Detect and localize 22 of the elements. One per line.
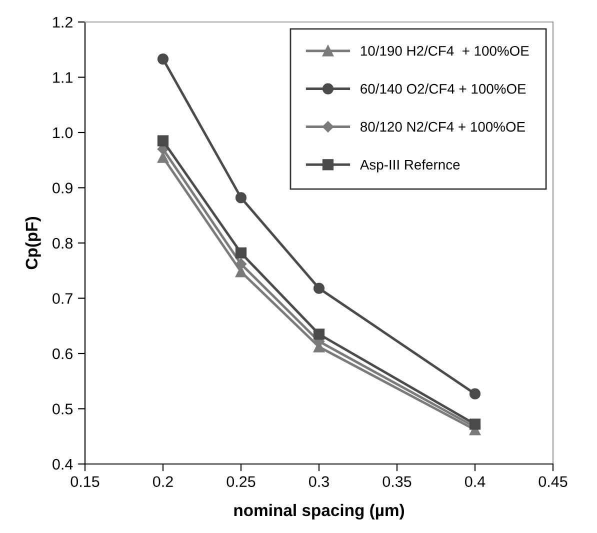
x-tick-label: 0.2 [152,476,173,488]
legend-label: Asp-III Refernce [360,159,460,172]
y-tick-label: 0.8 [52,238,73,249]
y-tick-label: 0.7 [52,293,72,304]
legend-label: 10/190 H2/CF4 + 100%OE [360,46,529,56]
x-tick-label: 0.25 [226,476,256,488]
y-tick-label: 1.1 [53,72,72,83]
x-tick-label: 0.3 [308,476,329,488]
y-tick-label: 0.6 [52,348,73,360]
y-tick-label: 0.5 [52,404,73,414]
x-axis-title: nominal spacing (µm) [234,504,404,520]
legend-label: 80/120 N2/CF4 + 100%OE [360,122,525,132]
y-tick-label: 0.9 [52,182,72,194]
x-tick-label: 0.35 [382,476,412,488]
y-tick-label: 1.0 [53,127,73,138]
x-tick-label: 0.15 [70,476,100,488]
y-axis-title: Cp(pF) [25,216,41,270]
x-tick-label: 0.4 [464,476,486,488]
x-tick-label: 0.45 [538,476,568,488]
legend-label: 60/140 O2/CF4 + 100%OE [360,84,526,94]
y-tick-label: 0.4 [52,458,73,470]
y-tick-label: 1.2 [53,16,72,28]
